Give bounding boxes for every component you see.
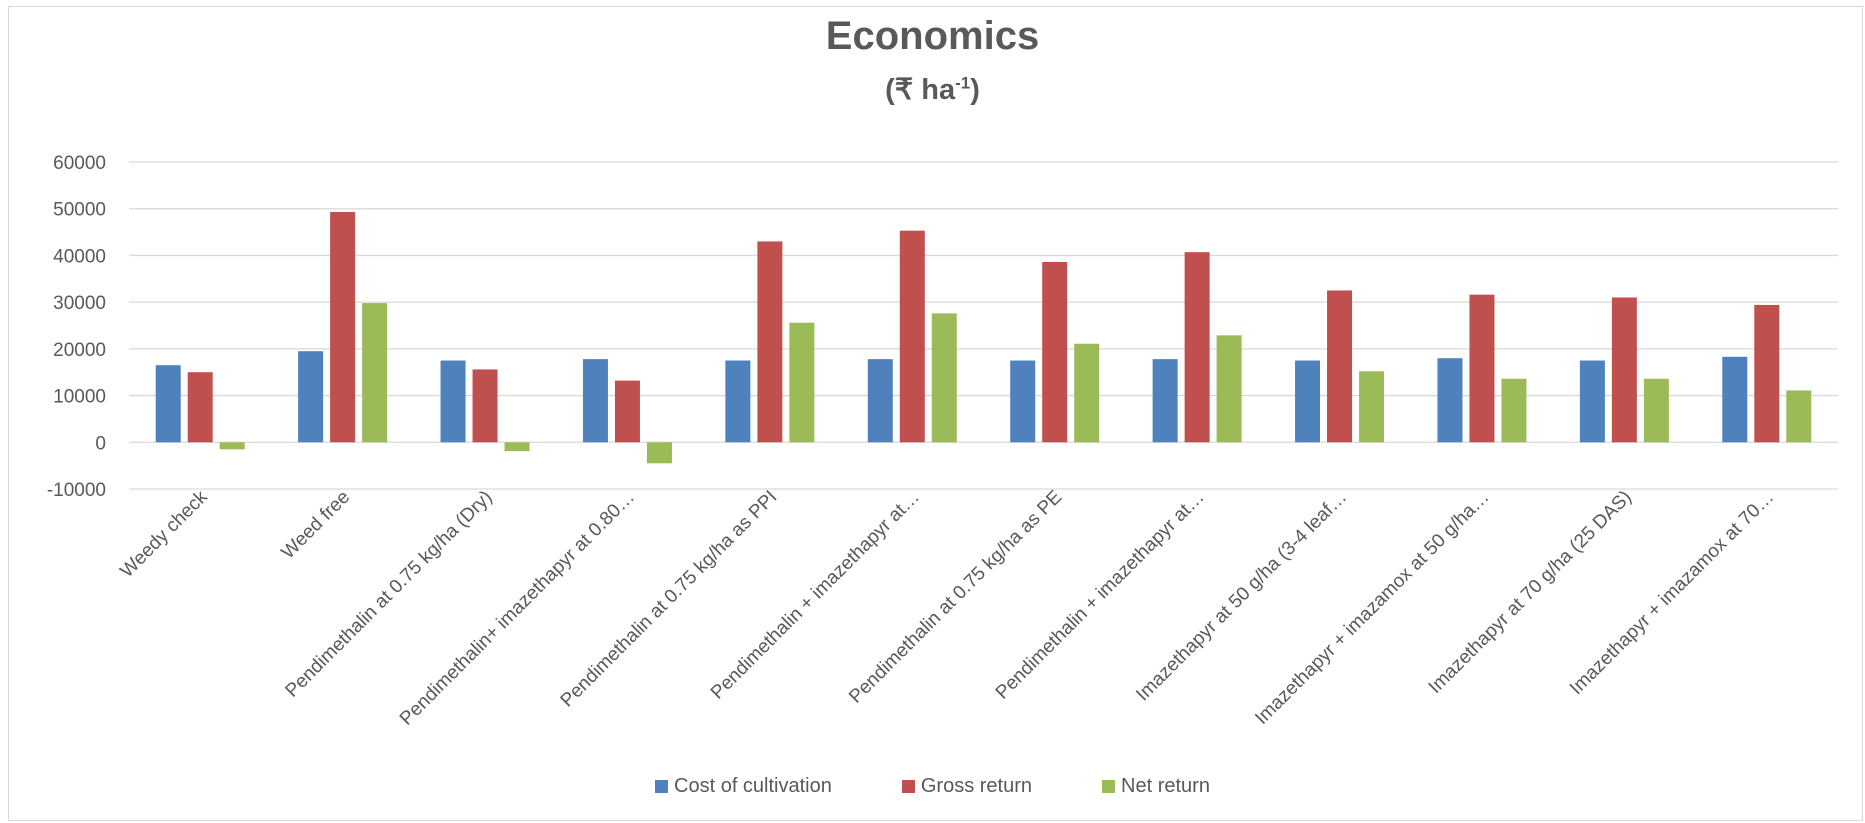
- bar: [931, 313, 957, 443]
- y-tick-label: 60000: [53, 153, 106, 174]
- subtitle-suffix: ): [970, 74, 980, 106]
- bar: [219, 442, 245, 450]
- bar: [187, 372, 213, 443]
- bar: [1184, 252, 1210, 443]
- bar: [1359, 371, 1385, 443]
- bar: [1643, 378, 1669, 443]
- bar: [1611, 297, 1637, 443]
- bar: [504, 442, 530, 452]
- subtitle-prefix: (₹ ha: [885, 74, 956, 106]
- y-tick-label: 10000: [53, 387, 106, 408]
- legend-label-net: Net return: [1121, 775, 1210, 797]
- bar: [1010, 360, 1036, 443]
- bar: [330, 211, 356, 443]
- bar: [1042, 261, 1068, 443]
- bar: [362, 303, 388, 443]
- bar: [582, 359, 608, 443]
- bar: [789, 322, 815, 443]
- y-tick-label: -10000: [47, 480, 106, 501]
- bar: [1501, 378, 1527, 443]
- y-tick-label: 40000: [53, 246, 106, 267]
- x-tick-label: Pendimethalin+ imazethapyr at 0.80…: [396, 487, 639, 730]
- bar: [614, 380, 640, 443]
- bar: [1295, 360, 1321, 443]
- y-tick-label: 30000: [53, 293, 106, 314]
- bar: [1074, 343, 1100, 443]
- legend: Cost of cultivation Gross return Net ret…: [0, 775, 1865, 798]
- bar: [1216, 335, 1242, 443]
- bar: [1786, 390, 1812, 443]
- bar: [472, 369, 498, 443]
- chart-title: Economics: [825, 14, 1040, 58]
- bar: [1579, 360, 1605, 443]
- bar: [867, 359, 893, 443]
- x-tick-label: Weed free: [278, 487, 355, 564]
- bar: [155, 365, 181, 443]
- bar: [1469, 294, 1495, 443]
- legend-swatch-gross: [901, 780, 915, 793]
- bar: [1327, 290, 1353, 443]
- bar: [1754, 304, 1780, 443]
- x-tick-label: Weedy check: [116, 486, 212, 582]
- legend-item-net: Net return: [1102, 775, 1210, 798]
- bar: [725, 360, 751, 443]
- y-tick-label: 50000: [53, 200, 106, 221]
- bar: [1722, 356, 1748, 443]
- subtitle-superscript: -1: [955, 73, 971, 93]
- legend-label-cost: Cost of cultivation: [674, 775, 832, 797]
- legend-swatch-cost: [655, 780, 669, 793]
- bar: [646, 442, 672, 464]
- legend-label-gross: Gross return: [920, 775, 1033, 797]
- bar: [298, 351, 324, 443]
- y-tick-label: 20000: [53, 340, 106, 361]
- bar: [440, 360, 466, 443]
- chart-subtitle: (₹ ha-1): [0, 72, 1865, 107]
- y-tick-label: 0: [95, 433, 106, 454]
- legend-item-cost: Cost of cultivation: [655, 775, 832, 798]
- bar: [1437, 358, 1463, 443]
- legend-item-gross: Gross return: [901, 775, 1033, 798]
- legend-swatch-net: [1102, 780, 1116, 793]
- x-tick-label: Imazethapyr + imazamox at 50 g/ha…: [1251, 487, 1493, 729]
- bar: [757, 241, 783, 443]
- bar: [1152, 359, 1178, 443]
- bar: [899, 230, 925, 443]
